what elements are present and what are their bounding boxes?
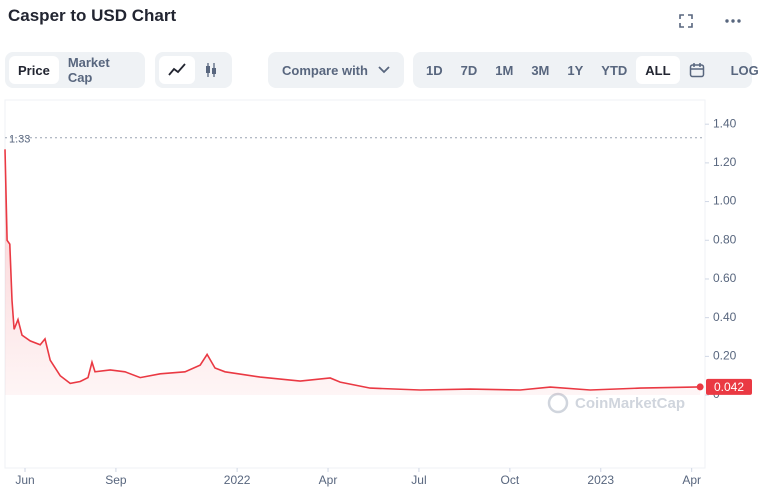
max-label: 1.33: [9, 134, 30, 146]
title: Casper to USD Chart: [8, 6, 177, 25]
line-type[interactable]: [159, 56, 195, 84]
x-tick-label: Sep: [105, 473, 127, 487]
compare-dropdown[interactable]: Compare with: [268, 52, 404, 88]
watermark: CoinMarketCap: [575, 395, 685, 412]
watermark-logo: [547, 392, 569, 414]
chart-type: [155, 52, 232, 88]
y-tick-label: 1.40: [713, 116, 737, 130]
y-tick-label: 0.60: [713, 271, 737, 285]
range-tab[interactable]: 7D: [460, 62, 478, 78]
compare-label: Compare with: [282, 62, 368, 78]
y-tick-label: 1.20: [713, 155, 737, 169]
y-tick-label: 1.00: [713, 194, 737, 208]
view-tabs: Price Market Cap: [5, 52, 145, 88]
log-button[interactable]: LOG: [730, 62, 759, 78]
x-tick-label: 2023: [587, 473, 614, 487]
x-tick-label: Jun: [15, 473, 34, 487]
last-value-label: 0.042: [714, 380, 744, 394]
y-tick-label: 0.80: [713, 232, 737, 246]
view-tab[interactable]: Price: [9, 56, 59, 84]
candle-type[interactable]: [195, 56, 227, 84]
y-tick-label: 0.20: [713, 349, 737, 363]
x-tick-label: Jul: [411, 473, 426, 487]
range-tab[interactable]: YTD: [601, 62, 628, 78]
range-tab[interactable]: 1Y: [567, 62, 584, 78]
x-tick-label: Apr: [319, 473, 338, 487]
fullscreen-icon[interactable]: [679, 14, 693, 28]
plot-frame: [4, 99, 706, 469]
calendar-button[interactable]: [680, 56, 714, 84]
range-tab[interactable]: 1D: [426, 62, 443, 78]
last-point: [696, 383, 704, 391]
range-tab[interactable]: ALL: [636, 56, 680, 84]
last-value-box: [706, 378, 752, 395]
price-line: [4, 149, 701, 391]
x-tick-label: Apr: [682, 473, 701, 487]
x-tick-label: Oct: [501, 473, 520, 487]
price-area: [5, 149, 701, 396]
view-tab[interactable]: Market Cap: [67, 55, 110, 85]
more-icon[interactable]: [725, 19, 741, 23]
range-tab[interactable]: 1M: [495, 62, 514, 78]
range-tab[interactable]: 3M: [531, 62, 550, 78]
range-tabs: 1D 7D 1M 3M 1Y YTD ALL LOG: [413, 52, 759, 88]
x-tick-label: 2022: [224, 473, 251, 487]
y-tick-label: 0.40: [713, 310, 737, 324]
